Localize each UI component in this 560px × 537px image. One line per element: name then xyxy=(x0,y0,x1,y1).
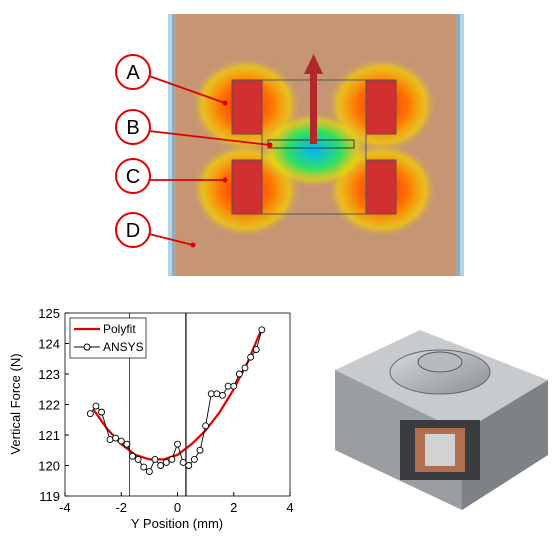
force-arrow xyxy=(310,72,317,144)
y-tick-label: 123 xyxy=(38,367,60,382)
data-point xyxy=(186,463,192,469)
y-tick-label: 122 xyxy=(38,398,60,413)
data-point xyxy=(146,469,152,475)
x-tick-label: 0 xyxy=(174,500,181,515)
data-point xyxy=(197,447,203,453)
x-axis-label: Y Position (mm) xyxy=(131,516,223,531)
x-tick-label: -2 xyxy=(115,500,127,515)
y-axis-label: Vertical Force (N) xyxy=(8,353,23,454)
chart: Vertical Force (N) Y Position (mm) -4 -2 0… xyxy=(8,306,294,531)
data-point xyxy=(236,371,242,377)
callout-arrowhead xyxy=(223,178,228,183)
data-point xyxy=(253,347,259,353)
data-point xyxy=(87,411,93,417)
data-point xyxy=(130,453,136,459)
y-tick-label: 120 xyxy=(38,459,60,474)
data-point xyxy=(231,383,237,389)
x-tick-label: 4 xyxy=(286,500,293,515)
hub xyxy=(418,352,462,372)
data-point xyxy=(99,409,105,415)
coil xyxy=(232,160,262,214)
data-point xyxy=(118,438,124,444)
data-point xyxy=(93,403,99,409)
legend-label: Polyfit xyxy=(103,322,136,336)
y-tick-label: 124 xyxy=(38,337,60,352)
data-point xyxy=(107,437,113,443)
data-point xyxy=(180,459,186,465)
coil xyxy=(366,80,396,134)
y-tick-label: 121 xyxy=(38,428,60,443)
x-tick-label: 2 xyxy=(230,500,237,515)
callout-arrowhead xyxy=(268,143,273,148)
data-point xyxy=(220,392,226,398)
legend-label: ANSYS xyxy=(103,340,144,354)
data-point xyxy=(208,391,214,397)
core xyxy=(425,434,455,466)
data-point xyxy=(113,435,119,441)
data-point xyxy=(158,463,164,469)
data-point xyxy=(152,456,158,462)
data-point xyxy=(135,456,141,462)
data-point xyxy=(163,459,169,465)
coil xyxy=(366,160,396,214)
callout-arrowhead xyxy=(223,101,228,106)
data-point xyxy=(169,456,175,462)
y-tick-label: 125 xyxy=(38,306,60,321)
x-tick-label: -4 xyxy=(59,500,71,515)
callout-label: C xyxy=(126,166,140,188)
data-point xyxy=(259,327,265,333)
data-point xyxy=(124,441,130,447)
callout-label: D xyxy=(126,220,140,242)
callout-label: A xyxy=(126,62,140,84)
field-edge xyxy=(456,14,464,276)
legend-marker xyxy=(84,344,90,350)
simulation-image xyxy=(168,14,464,276)
callout-label: B xyxy=(126,117,139,139)
data-point xyxy=(191,456,197,462)
coil xyxy=(232,80,262,134)
data-point xyxy=(214,391,220,397)
callout-arrowhead xyxy=(191,243,196,248)
figure: A B C D Vertical Force (N) Y Position (mm) … xyxy=(0,0,560,532)
data-point xyxy=(248,354,254,360)
data-point xyxy=(141,464,147,470)
data-point xyxy=(242,365,248,371)
data-point xyxy=(175,441,181,447)
data-point xyxy=(225,383,231,389)
field-edge xyxy=(168,14,176,276)
y-tick-label: 119 xyxy=(39,489,60,504)
data-point xyxy=(203,423,209,429)
device-render xyxy=(335,330,548,510)
